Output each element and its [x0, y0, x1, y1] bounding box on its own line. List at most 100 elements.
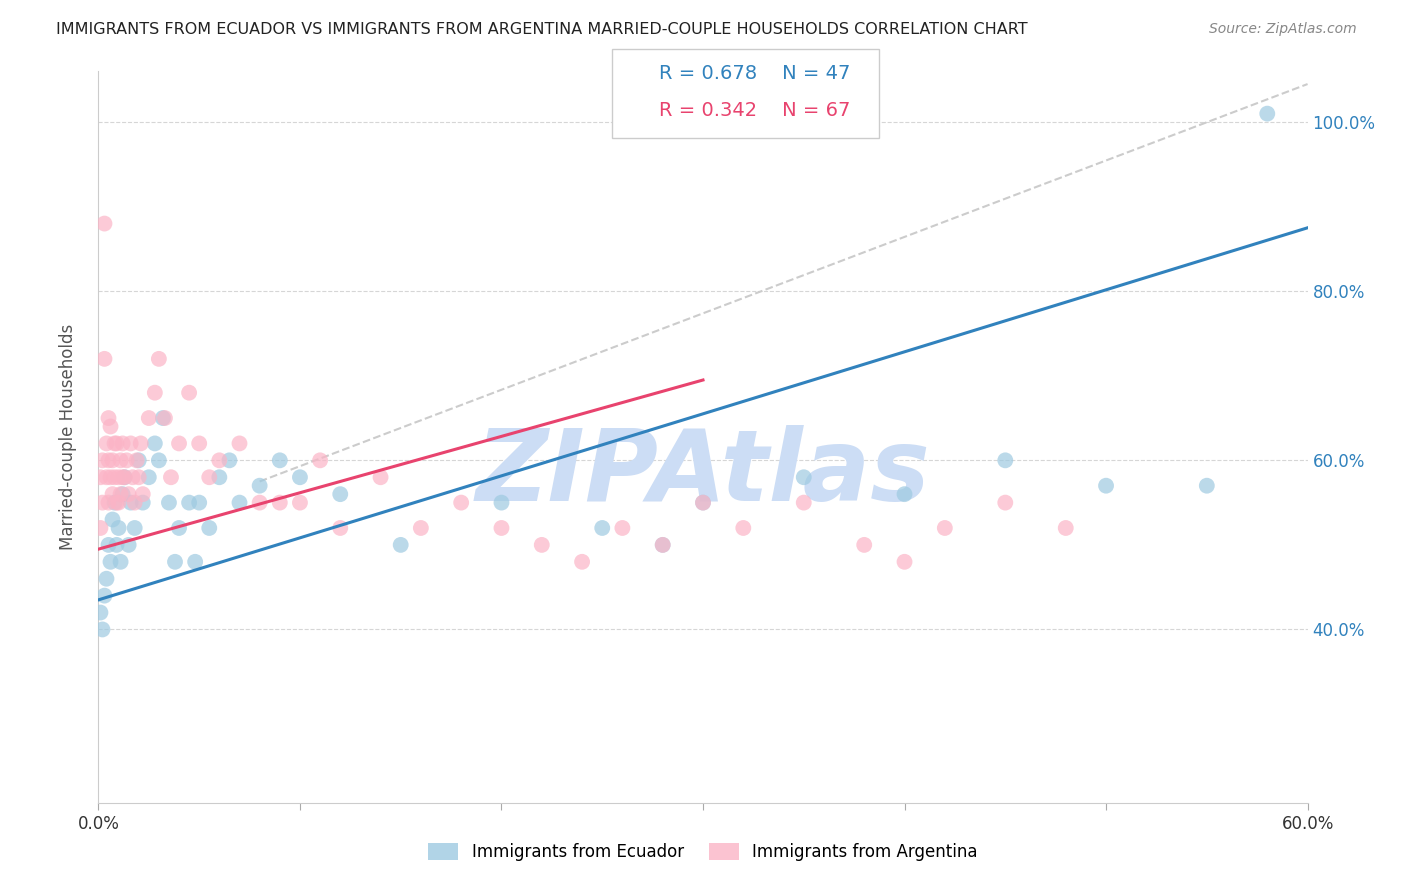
Point — [793, 495, 815, 509]
Point — [121, 470, 143, 484]
Point — [111, 436, 134, 450]
Text: R = 0.342    N = 67: R = 0.342 N = 67 — [659, 101, 851, 120]
Point — [389, 538, 412, 552]
Point — [111, 470, 134, 484]
Point — [853, 538, 876, 552]
Point — [198, 470, 221, 484]
Point — [184, 555, 207, 569]
Point — [450, 495, 472, 509]
Point — [111, 487, 134, 501]
Point — [893, 555, 915, 569]
Point — [114, 470, 136, 484]
Point — [124, 495, 146, 509]
Point — [288, 470, 311, 484]
Point — [249, 479, 271, 493]
Point — [89, 521, 111, 535]
Point — [152, 411, 174, 425]
Point — [188, 495, 211, 509]
Point — [93, 589, 115, 603]
Point — [125, 453, 148, 467]
Text: Source: ZipAtlas.com: Source: ZipAtlas.com — [1209, 22, 1357, 37]
Point — [101, 512, 124, 526]
Point — [167, 521, 190, 535]
Point — [96, 470, 118, 484]
Point — [269, 495, 291, 509]
Point — [100, 555, 122, 569]
Point — [329, 521, 352, 535]
Point — [218, 453, 240, 467]
Point — [692, 495, 714, 509]
Point — [97, 495, 120, 509]
Point — [89, 470, 111, 484]
Point — [994, 495, 1017, 509]
Point — [132, 487, 155, 501]
Point — [120, 436, 142, 450]
Point — [89, 606, 111, 620]
Point — [129, 436, 152, 450]
Point — [107, 521, 129, 535]
Legend: Immigrants from Ecuador, Immigrants from Argentina: Immigrants from Ecuador, Immigrants from… — [422, 836, 984, 868]
Point — [1054, 521, 1077, 535]
Point — [1195, 479, 1218, 493]
Text: ZIPAtlas: ZIPAtlas — [475, 425, 931, 522]
Point — [329, 487, 352, 501]
Point — [105, 538, 128, 552]
Point — [198, 521, 221, 535]
Point — [309, 453, 332, 467]
Point — [115, 453, 138, 467]
Point — [143, 385, 166, 400]
Point — [179, 385, 201, 400]
Point — [1095, 479, 1118, 493]
Point — [733, 521, 755, 535]
Point — [612, 521, 634, 535]
Point — [96, 572, 118, 586]
Point — [91, 623, 114, 637]
Point — [110, 453, 132, 467]
Point — [143, 436, 166, 450]
Point — [100, 419, 122, 434]
Point — [101, 453, 124, 467]
Point — [228, 436, 250, 450]
Point — [97, 538, 120, 552]
Point — [651, 538, 673, 552]
Point — [994, 453, 1017, 467]
Point — [409, 521, 432, 535]
Point — [118, 487, 141, 501]
Point — [148, 351, 170, 366]
Point — [934, 521, 956, 535]
Point — [91, 453, 114, 467]
Text: IMMIGRANTS FROM ECUADOR VS IMMIGRANTS FROM ARGENTINA MARRIED-COUPLE HOUSEHOLDS C: IMMIGRANTS FROM ECUADOR VS IMMIGRANTS FR… — [56, 22, 1028, 37]
Point — [153, 411, 176, 425]
Point — [120, 495, 142, 509]
Point — [93, 351, 115, 366]
Point — [110, 487, 132, 501]
Point — [114, 470, 136, 484]
Point — [110, 555, 132, 569]
Point — [208, 453, 231, 467]
Point — [138, 470, 160, 484]
Point — [893, 487, 915, 501]
Point — [1256, 106, 1278, 120]
Point — [163, 555, 186, 569]
Point — [93, 217, 115, 231]
Point — [591, 521, 613, 535]
Point — [132, 495, 155, 509]
Point — [128, 470, 150, 484]
Point — [103, 436, 125, 450]
Point — [179, 495, 201, 509]
Point — [208, 470, 231, 484]
Point — [692, 495, 714, 509]
Point — [128, 453, 150, 467]
Point — [97, 411, 120, 425]
Point — [793, 470, 815, 484]
Point — [118, 538, 141, 552]
Point — [530, 538, 553, 552]
Point — [107, 470, 129, 484]
Point — [228, 495, 250, 509]
Point — [288, 495, 311, 509]
Point — [249, 495, 271, 509]
Point — [96, 436, 118, 450]
Point — [269, 453, 291, 467]
Point — [651, 538, 673, 552]
Point — [491, 521, 513, 535]
